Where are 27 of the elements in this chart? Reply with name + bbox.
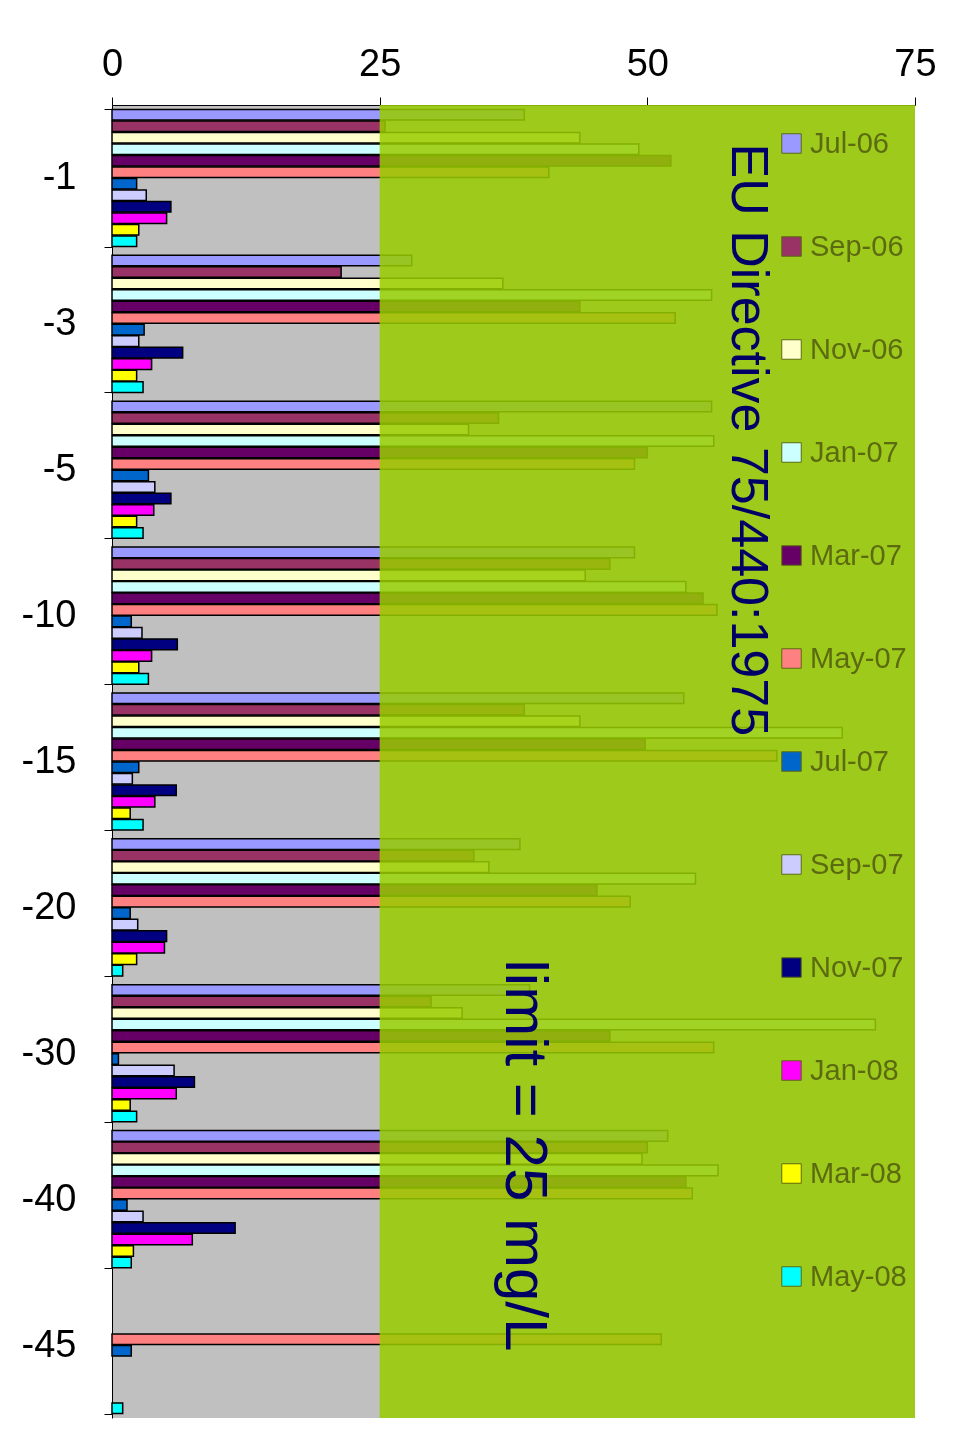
legend-label: May-07 [810, 641, 907, 674]
y-tick-label: -5 [42, 447, 77, 490]
legend-label: May-08 [810, 1259, 907, 1292]
legend-label: Sep-06 [810, 229, 904, 262]
y-tick-label: -30 [21, 1030, 77, 1073]
legend-label: Nov-07 [810, 950, 904, 983]
legend-label: Jan-07 [810, 435, 899, 468]
x-tick-label: 50 [626, 41, 669, 84]
y-tick-label: -40 [21, 1176, 77, 1219]
y-tick-label: -1 [42, 155, 77, 198]
legend-label: Sep-07 [810, 847, 904, 880]
legend-label: Jul-06 [810, 126, 889, 159]
y-tick-label: -10 [21, 593, 77, 636]
legend-label: Jul-07 [810, 744, 889, 777]
legend-label: Mar-07 [810, 538, 902, 571]
x-tick-label: 75 [894, 41, 937, 84]
x-tick-label: 0 [101, 41, 124, 84]
legend-label: Nov-06 [810, 332, 904, 365]
annotation: EU Directive 75/440:1975 [720, 143, 779, 737]
y-tick-label: -20 [21, 884, 77, 927]
x-tick-label: 25 [359, 41, 402, 84]
legend-label: Mar-08 [810, 1156, 902, 1189]
y-tick-label: -3 [42, 301, 77, 344]
band-label: limit = 25 mg/L [493, 959, 561, 1352]
y-tick-label: -45 [21, 1322, 77, 1365]
legend-label: Jan-08 [810, 1053, 899, 1086]
y-tick-label: -15 [21, 739, 77, 781]
